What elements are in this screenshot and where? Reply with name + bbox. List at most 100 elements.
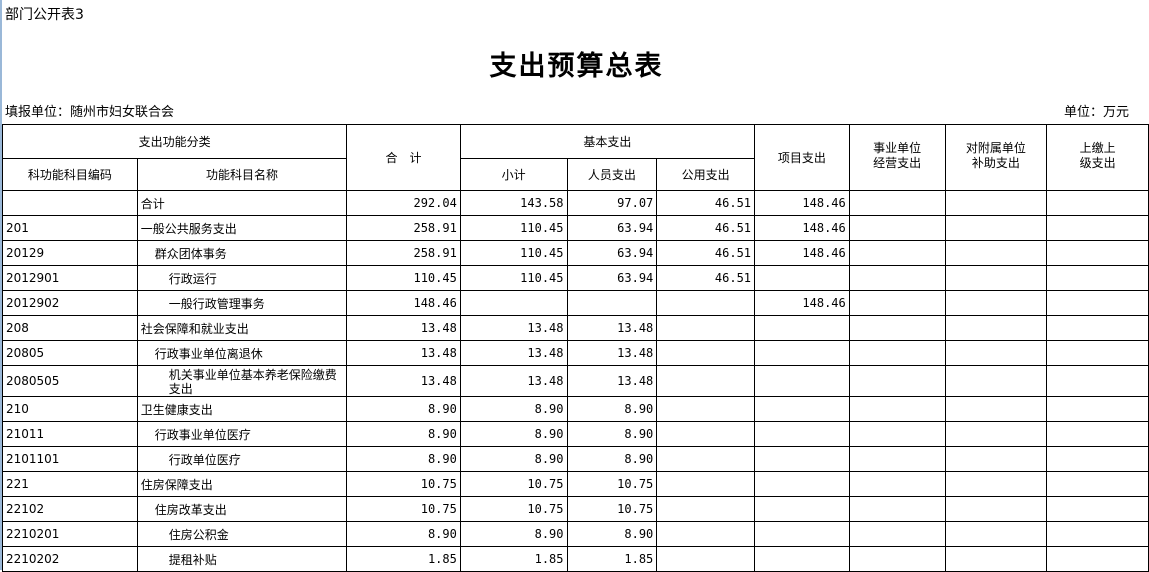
code-cell: 210	[2, 396, 138, 422]
subtotal-cell: 110.45	[459, 215, 568, 241]
header-code: 科功能科目编码	[2, 158, 138, 191]
upper-cell	[1046, 471, 1149, 497]
project-cell	[754, 421, 850, 447]
upper-cell	[1046, 340, 1149, 366]
personnel-cell: 8.90	[566, 521, 658, 547]
total-cell: 13.48	[346, 340, 461, 366]
subtotal-cell: 10.75	[459, 471, 568, 497]
code-cell: 2080505	[2, 365, 138, 397]
subtotal-cell: 13.48	[459, 315, 568, 341]
personnel-cell: 63.94	[566, 240, 658, 266]
public-cell	[656, 340, 756, 366]
subsidy-cell	[944, 365, 1048, 397]
business-cell	[848, 521, 946, 547]
subtotal-cell: 10.75	[459, 496, 568, 522]
personnel-cell: 63.94	[566, 215, 658, 241]
budget-table: 支出功能分类 合 计 基本支出 项目支出 事业单位 经营支出 对附属单位 补助支…	[1, 124, 1149, 572]
personnel-cell	[566, 290, 658, 316]
name-cell: 行政单位医疗	[136, 446, 348, 472]
upper-cell	[1046, 421, 1149, 447]
personnel-cell: 10.75	[566, 471, 658, 497]
personnel-cell: 13.48	[566, 340, 658, 366]
project-cell	[754, 340, 850, 366]
project-cell: 148.46	[754, 290, 850, 316]
personnel-cell: 1.85	[566, 546, 658, 572]
table-row: 221 住房保障支出 10.75 10.75 10.75	[2, 471, 1149, 497]
project-cell: 148.46	[754, 190, 850, 216]
public-cell	[656, 521, 756, 547]
upper-cell	[1046, 215, 1149, 241]
total-cell: 10.75	[346, 496, 461, 522]
code-cell	[2, 190, 138, 216]
name-cell: 合计	[136, 190, 348, 216]
personnel-cell: 8.90	[566, 421, 658, 447]
code-cell: 22102	[2, 496, 138, 522]
personnel-cell: 13.48	[566, 365, 658, 397]
business-cell	[848, 396, 946, 422]
currency-unit: 单位：万元	[1063, 105, 1129, 120]
total-cell: 258.91	[346, 240, 461, 266]
name-cell: 一般公共服务支出	[136, 215, 348, 241]
subtotal-cell: 110.45	[459, 265, 568, 291]
subtotal-cell: 1.85	[459, 546, 568, 572]
subsidy-cell	[944, 290, 1048, 316]
personnel-cell: 13.48	[566, 315, 658, 341]
public-cell: 46.51	[656, 190, 756, 216]
project-cell: 148.46	[754, 215, 850, 241]
personnel-cell: 97.07	[566, 190, 658, 216]
personnel-cell: 8.90	[566, 446, 658, 472]
public-cell: 46.51	[656, 215, 756, 241]
subsidy-cell	[944, 215, 1048, 241]
subtotal-cell: 8.90	[459, 446, 568, 472]
name-cell: 社会保障和就业支出	[136, 315, 348, 341]
table-row: 21011 行政事业单位医疗 8.90 8.90 8.90	[2, 421, 1149, 447]
header-business: 事业单位 经营支出	[848, 124, 946, 191]
total-cell: 258.91	[346, 215, 461, 241]
table-row: 20129 群众团体事务 258.91 110.45 63.94 46.51 148.46	[2, 240, 1149, 266]
total-cell: 13.48	[346, 315, 461, 341]
business-cell	[848, 215, 946, 241]
name-cell: 住房改革支出	[136, 496, 348, 522]
header-name: 功能科目名称	[136, 158, 348, 191]
upper-cell	[1046, 546, 1149, 572]
business-cell	[848, 421, 946, 447]
name-cell: 行政事业单位医疗	[136, 421, 348, 447]
public-cell	[656, 471, 756, 497]
subsidy-cell	[944, 265, 1048, 291]
table-row: 210 卫生健康支出 8.90 8.90 8.90	[2, 396, 1149, 422]
total-cell: 8.90	[346, 521, 461, 547]
subsidy-cell	[944, 521, 1048, 547]
public-cell	[656, 546, 756, 572]
subtotal-cell: 13.48	[459, 340, 568, 366]
name-cell: 卫生健康支出	[136, 396, 348, 422]
header-subtotal: 小计	[459, 158, 568, 191]
code-cell: 2012902	[2, 290, 138, 316]
table-row: 2012902 一般行政管理事务 148.46 148.46	[2, 290, 1149, 316]
table-row: 2012901 行政运行 110.45 110.45 63.94 46.51	[2, 265, 1149, 291]
reporting-unit: 填报单位：随州市妇女联合会	[5, 105, 175, 120]
subtotal-cell: 8.90	[459, 421, 568, 447]
total-cell: 292.04	[346, 190, 461, 216]
name-cell: 提租补贴	[136, 546, 348, 572]
business-cell	[848, 496, 946, 522]
table-row: 合计 292.04 143.58 97.07 46.51 148.46	[2, 190, 1149, 216]
project-cell	[754, 446, 850, 472]
name-cell: 机关事业单位基本养老保险缴费支出	[136, 365, 348, 397]
header-total: 合 计	[346, 124, 461, 191]
table-row: 2101101 行政单位医疗 8.90 8.90 8.90	[2, 446, 1149, 472]
total-cell: 8.90	[346, 421, 461, 447]
subtotal-cell	[459, 290, 568, 316]
total-cell: 10.75	[346, 471, 461, 497]
upper-cell	[1046, 496, 1149, 522]
name-cell: 住房公积金	[136, 521, 348, 547]
table-row: 2210201 住房公积金 8.90 8.90 8.90	[2, 521, 1149, 547]
code-cell: 201	[2, 215, 138, 241]
project-cell	[754, 265, 850, 291]
total-cell: 148.46	[346, 290, 461, 316]
public-cell	[656, 421, 756, 447]
name-cell: 群众团体事务	[136, 240, 348, 266]
table-row: 201 一般公共服务支出 258.91 110.45 63.94 46.51 148.46	[2, 215, 1149, 241]
code-cell: 2210201	[2, 521, 138, 547]
subsidy-cell	[944, 446, 1048, 472]
code-cell: 208	[2, 315, 138, 341]
